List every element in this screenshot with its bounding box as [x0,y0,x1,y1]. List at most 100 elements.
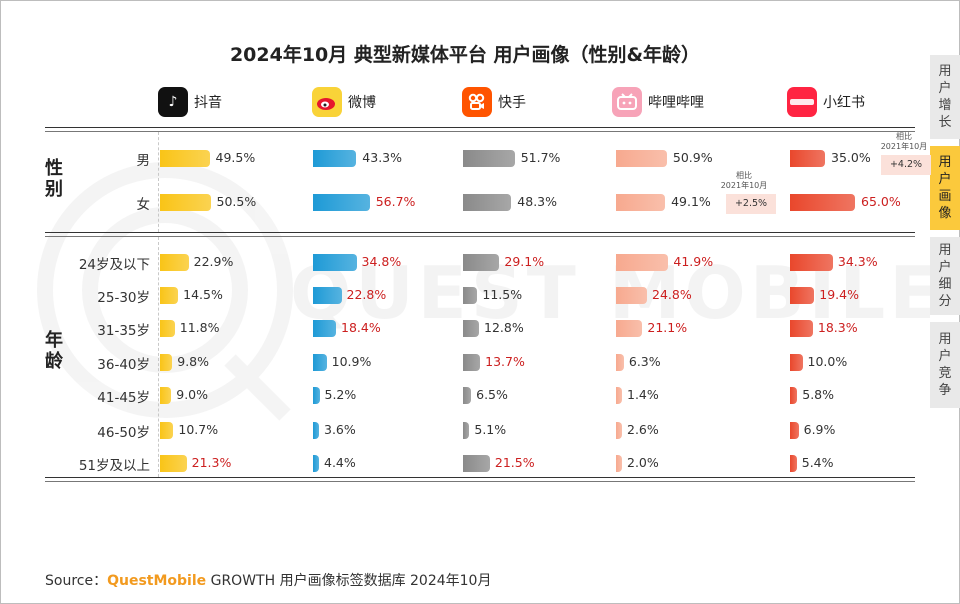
age-row-label: 24岁及以下 [78,257,150,273]
bar-age [616,386,622,404]
age-row-label: 41-45岁 [97,390,150,406]
bar-age [790,286,815,304]
data-label: 6.3% [628,354,661,369]
bar-age [313,386,320,404]
bar-gender [463,149,515,167]
bar-age [160,319,175,337]
bar-age [160,286,179,304]
data-label: 5.1% [474,422,507,437]
bar-age [463,253,500,271]
annotation-label: 相比 2021年10月 [720,171,768,190]
data-label: 56.7% [375,194,416,209]
weibo-icon [312,87,342,117]
data-label: 5.4% [801,455,834,470]
gender-section-label: 性别 [45,158,63,200]
platform-bilibili: 哔哩哔哩 [612,86,704,118]
platform-name: 小红书 [823,95,865,111]
bar-age [790,454,797,472]
bar-age [790,319,813,337]
data-label: 65.0% [861,194,901,209]
side-tab-user-segment[interactable]: 用户细分 [930,237,960,315]
side-tab-user-profile[interactable]: 用户画像 [930,146,960,230]
platform-weibo: 微博 [312,86,376,118]
data-label: 43.3% [362,150,403,165]
data-label: 18.3% [817,320,858,335]
data-label: 6.9% [803,422,836,437]
data-label: 29.1% [504,254,545,269]
platform-name: 微博 [348,95,376,111]
source-brand: QuestMobile [107,573,207,589]
data-label: 49.5% [215,150,256,165]
platform-kuaishou: 快手 [462,86,526,118]
douyin-icon: ♪ [158,87,188,117]
data-label: 5.8% [802,387,835,402]
data-label: 14.5% [183,287,223,302]
side-tab-label: 用户画像 [938,155,952,221]
bar-age [463,319,479,337]
bar-age [463,286,478,304]
bar-age [616,454,622,472]
xiaohongshu-icon [787,87,817,117]
age-section-label: 年龄 [45,330,63,372]
bilibili-icon [612,87,642,117]
side-tab-label: 用户竞争 [938,332,952,398]
platform-xiaohongshu: 小红书 [787,86,865,118]
bar-age [313,253,357,271]
bar-age [463,421,470,439]
bar-gender [313,149,357,167]
data-label: 3.6% [324,422,356,437]
bar-gender [616,193,666,211]
bar-age [616,421,622,439]
table-bottom-rule [45,477,915,478]
page-title: 2024年10月 典型新媒体平台 用户画像（性别&年龄） [229,44,701,66]
bar-gender [463,193,512,211]
bar-gender [160,193,211,211]
bar-age [790,421,799,439]
data-label: 1.4% [627,387,659,402]
bar-age [160,386,172,404]
age-row-label: 51岁及以上 [78,458,150,474]
bar-age [463,386,472,404]
age-row-label: 25-30岁 [97,290,150,306]
column-separator [158,237,159,477]
data-label: 2.6% [627,422,659,437]
platform-name: 抖音 [194,95,222,111]
bar-age [160,421,174,439]
data-label: 50.5% [216,194,257,209]
side-tab-user-competition[interactable]: 用户竞争 [930,322,960,408]
source-prefix: Source： [45,573,108,589]
data-label: 21.3% [191,455,232,470]
data-label: 9.0% [176,387,209,402]
data-label: 24.8% [652,287,692,302]
bar-age [313,319,336,337]
data-label: 41.9% [673,254,714,269]
data-label: 48.3% [517,194,558,209]
bar-age [463,353,481,371]
data-label: 13.7% [485,354,525,369]
side-tab-user-growth[interactable]: 用户增长 [930,55,960,139]
data-label: 10.9% [331,354,372,369]
bar-age [616,353,624,371]
data-label: 22.9% [193,254,234,269]
data-label: 9.8% [177,354,210,369]
bar-age [160,353,173,371]
section-divider [45,232,915,233]
source-note: Source：QuestMobile GROWTH 用户画像标签数据库 2024… [45,570,491,590]
table-bottom-rule-inner [45,481,915,482]
bar-age [463,454,490,472]
bar-age [616,319,643,337]
table-top-rule [45,127,915,128]
age-row-label: 31-35岁 [97,323,150,339]
data-label: 21.1% [647,320,688,335]
bar-gender [790,193,855,211]
data-label: 21.5% [494,455,535,470]
bar-gender [160,149,210,167]
data-label: 18.4% [341,320,381,335]
data-label: 22.8% [346,287,387,302]
column-separator [158,132,159,232]
platform-name: 快手 [498,95,526,111]
side-tab-label: 用户增长 [938,64,952,130]
bar-gender [790,149,825,167]
data-label: 51.7% [520,150,561,165]
data-label: 19.4% [819,287,859,302]
